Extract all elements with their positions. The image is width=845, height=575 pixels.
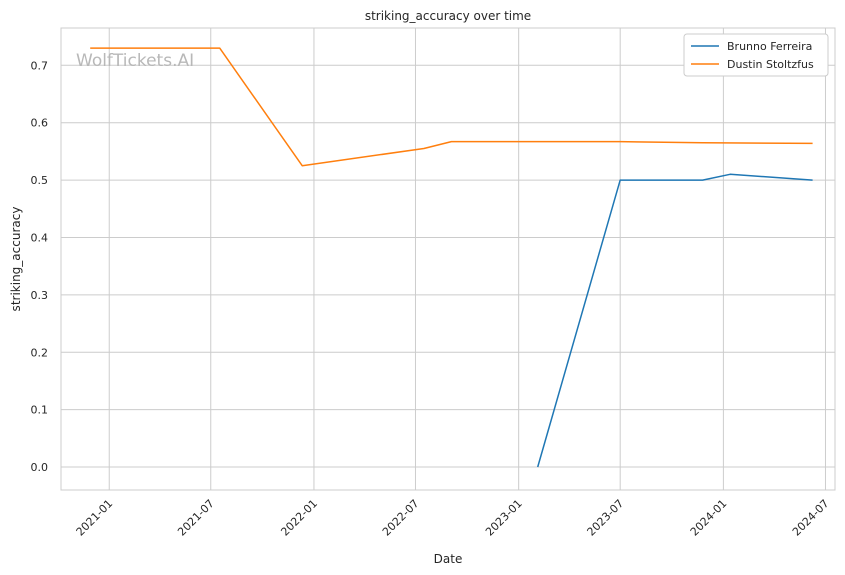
x-tick-label: 2022-01 xyxy=(278,497,320,539)
watermark: WolfTickets.AI xyxy=(76,51,194,71)
y-tick-label: 0.5 xyxy=(31,174,49,187)
x-tick-label: 2024-01 xyxy=(688,497,730,539)
series-line-brunno-ferreira xyxy=(536,173,813,468)
legend-label: Brunno Ferreira xyxy=(727,40,812,53)
plot-background xyxy=(61,28,835,490)
y-tick-label: 0.2 xyxy=(31,346,49,359)
y-tick-label: 0.7 xyxy=(31,59,49,72)
y-tick-label: 0.3 xyxy=(31,289,49,302)
legend: Brunno Ferreira Dustin Stoltzfus xyxy=(683,33,829,77)
y-axis-label: striking_accuracy xyxy=(9,207,23,312)
y-tick-label: 0.1 xyxy=(31,404,49,417)
chart-title: striking_accuracy over time xyxy=(365,9,531,23)
x-tick-label: 2021-01 xyxy=(74,497,116,539)
plot-frame xyxy=(60,27,836,491)
y-tick-label: 0.4 xyxy=(31,231,49,244)
y-tick-label: 0.0 xyxy=(31,461,49,474)
x-tick-labels: 2021-01 2021-07 2022-01 2022-07 2023-01 2023-… xyxy=(74,497,832,539)
y-tick-label: 0.6 xyxy=(31,117,49,130)
legend-label: Dustin Stoltzfus xyxy=(727,58,814,71)
series-group xyxy=(90,47,813,468)
x-tick-label: 2022-07 xyxy=(380,497,422,539)
legend-box xyxy=(683,33,829,77)
x-axis-label: Date xyxy=(434,552,463,566)
x-tick-label: 2024-07 xyxy=(790,497,832,539)
x-tick-label: 2023-01 xyxy=(483,497,525,539)
x-tick-label: 2023-07 xyxy=(585,497,627,539)
x-tick-label: 2021-07 xyxy=(175,497,217,539)
y-tick-labels: 0.0 0.1 0.2 0.3 0.4 0.5 0.6 0.7 xyxy=(31,59,49,474)
series-line-dustin-stoltzfus xyxy=(90,47,813,167)
